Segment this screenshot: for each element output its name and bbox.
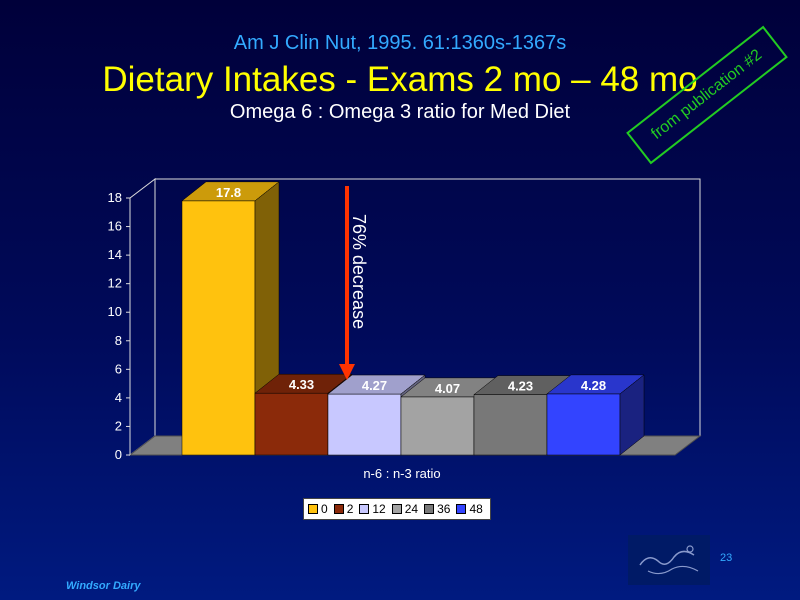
legend-label: 24 — [404, 502, 419, 516]
chart-side-wall — [129, 177, 156, 457]
bar-front — [400, 396, 475, 456]
bar — [546, 374, 645, 456]
legend-swatch — [333, 504, 344, 514]
bar-value-label: 4.33 — [289, 377, 314, 392]
legend-swatch — [308, 504, 318, 514]
legend-swatch — [456, 504, 467, 514]
bar-side — [619, 374, 645, 456]
y-tick-label: 10 — [108, 304, 122, 319]
slide-title: Dietary Intakes - Exams 2 mo – 48 mo — [102, 60, 698, 99]
bar-value-label: 17.8 — [216, 185, 241, 200]
legend-label: 0 — [321, 502, 328, 516]
legend-label: 2 — [346, 502, 354, 516]
bar-value-label: 4.27 — [362, 378, 387, 393]
chart-legend: 0 2 12 24 36 48 — [303, 498, 491, 520]
legend-swatch — [391, 504, 402, 514]
footer-brand: Windsor Dairy — [66, 580, 141, 592]
slide-subtitle: Omega 6 : Omega 3 ratio for Med Diet — [229, 101, 571, 123]
legend-item: 2 — [333, 502, 354, 516]
legend-swatch — [424, 504, 435, 514]
bar-front — [473, 394, 548, 456]
legend-label: 36 — [437, 502, 451, 516]
y-tick-label: 6 — [115, 361, 122, 376]
bar — [181, 181, 280, 456]
legend-item: 24 — [391, 502, 419, 516]
bar-front — [327, 393, 402, 456]
y-tick-label: 0 — [115, 447, 122, 462]
y-tick-label: 18 — [108, 190, 122, 205]
legend-swatch — [359, 504, 370, 514]
bar-value-label: 4.07 — [435, 381, 460, 396]
legend-label: 12 — [372, 502, 386, 516]
legend-item: 0 — [308, 502, 328, 516]
y-tick-label: 14 — [108, 247, 122, 262]
y-tick-label: 16 — [108, 219, 122, 234]
bar-front — [254, 392, 329, 456]
y-tick-label: 8 — [115, 333, 122, 348]
decrease-annotation: 76% decrease — [349, 214, 369, 329]
y-tick-label: 4 — [115, 390, 122, 405]
legend-item: 12 — [359, 502, 386, 516]
bar — [473, 375, 572, 456]
logo-image — [628, 535, 710, 585]
decrease-arrow-head — [339, 364, 355, 380]
bar-value-label: 4.23 — [508, 379, 533, 394]
slide-number: 23 — [720, 552, 733, 564]
legend-item: 36 — [424, 502, 450, 516]
y-tick-label: 12 — [108, 276, 122, 291]
citation: Am J Clin Nut, 1995. 61:1360s-1367s — [233, 32, 567, 54]
bar-value-label: 4.28 — [581, 378, 606, 393]
y-tick-label: 2 — [115, 418, 122, 433]
bar-front — [181, 200, 256, 456]
x-axis-label: n-6 : n-3 ratio — [363, 466, 440, 481]
legend-label: 48 — [469, 502, 483, 516]
bar-front — [546, 393, 621, 456]
legend-item: 48 — [456, 502, 483, 516]
